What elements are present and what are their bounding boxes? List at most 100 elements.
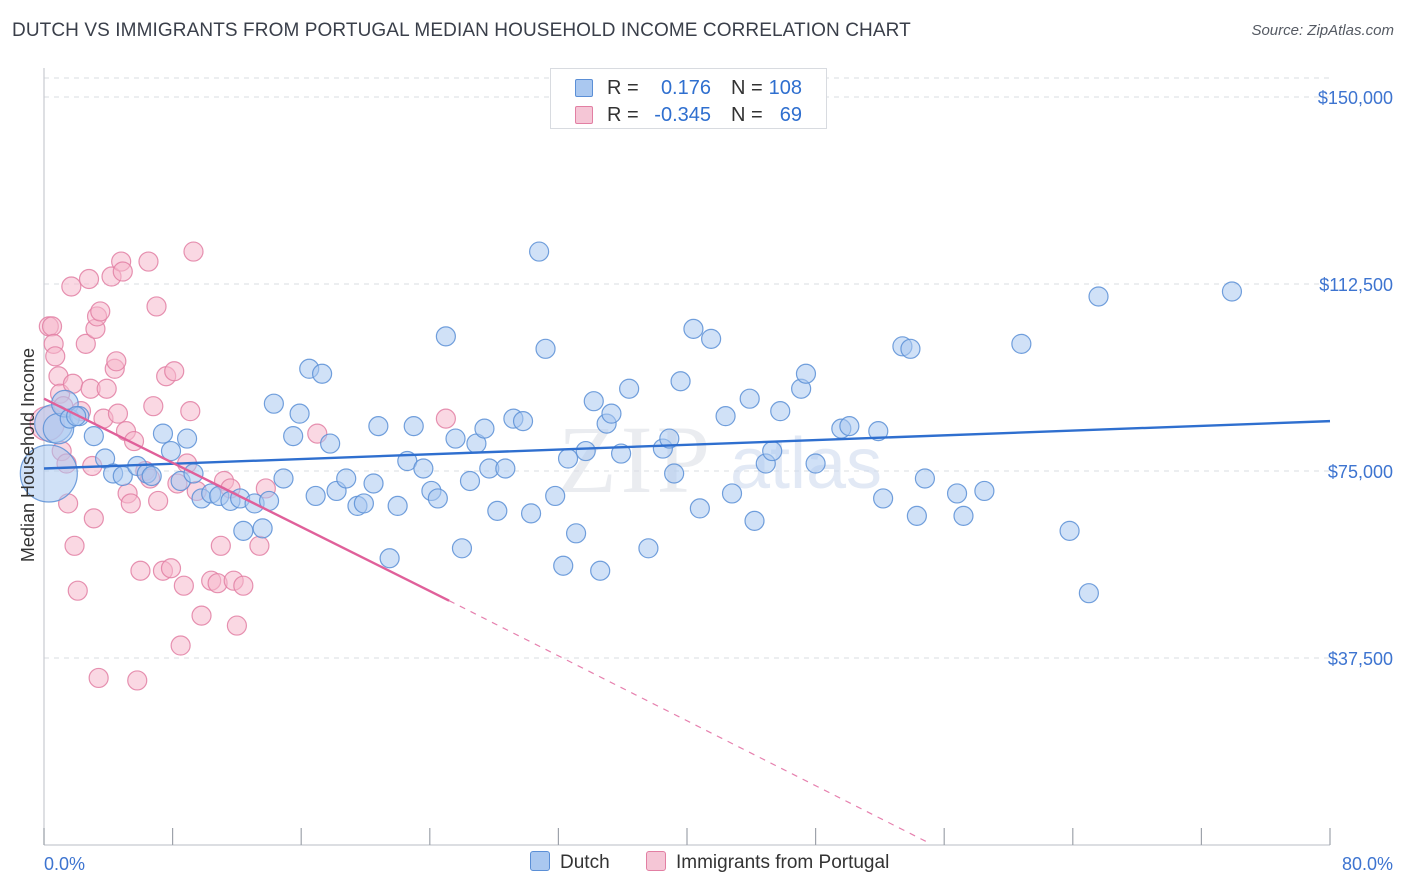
portugal-point [191,605,212,626]
dutch-point [557,448,579,469]
portugal-point [183,241,204,262]
legend-r-label: R = [607,77,639,99]
dutch-point [512,411,534,432]
dutch-point [873,488,894,509]
x-tick-label-min: 0.0% [44,854,85,874]
portugal-point [112,261,133,282]
dutch-point [664,463,685,484]
dutch-trend-line [43,419,1331,470]
dutch-point [252,518,273,539]
portugal-point [435,408,456,429]
dutch-point [459,470,481,492]
dutch-point [368,416,389,437]
legend-swatch-portugal [575,106,593,124]
dutch-point [683,318,704,339]
portugal-point [160,558,182,579]
portugal-point [138,251,159,272]
dutch-point [387,495,408,517]
y-tick-label: $150,000 [1318,88,1393,108]
dutch-point [1221,281,1243,302]
dutch-point [413,458,434,479]
dutch-point [1059,520,1080,541]
trend-lines [43,397,1331,844]
dutch-point [160,440,182,462]
y-tick-label: $75,000 [1328,462,1393,482]
dutch-point [379,548,400,569]
legend-n-label: N = [731,77,763,99]
grid-lines [44,77,1330,659]
bottom-legend-dutch-label: Dutch [560,852,610,873]
source-credit: Source: ZipAtlas.com [1251,22,1394,39]
portugal-point [41,316,63,337]
dutch-point [914,468,936,489]
portugal-point [67,580,88,601]
dutch-point [590,560,611,581]
portugal-point [210,535,231,556]
dutch-point [233,520,254,541]
legend-r-label: R = [607,104,639,126]
legend-row-portugal: R = -0.345 N = 69 [551,100,826,128]
dutch-point [1011,333,1032,354]
dutch-point [435,326,456,347]
legend-swatch-dutch [575,79,593,97]
portugal-point [90,301,111,322]
portugal-point [130,560,151,581]
dutch-point [601,403,622,424]
bottom-legend-portugal: Immigrants from Portugal [646,851,889,877]
dutch-point [946,483,968,504]
dutch-point [289,403,310,424]
dutch-point [320,433,341,454]
dutch-point [900,338,921,359]
chart-title: DUTCH VS IMMIGRANTS FROM PORTUGAL MEDIAN… [12,20,911,41]
portugal-point [78,268,100,290]
legend-n-value: 108 [768,77,802,99]
legend-n-value: 69 [779,104,802,126]
dutch-point [487,500,508,521]
portugal-point [127,670,148,691]
portugal-point [233,575,254,596]
dutch-point [520,503,542,524]
portugal-trend-extension [448,600,929,844]
bottom-swatch-dutch [530,851,550,871]
dutch-point [336,468,357,489]
portugal-trend-line [43,397,450,602]
portugal-point [180,401,201,422]
dutch-point [535,338,556,359]
portugal-point [173,575,194,596]
portugal-point [143,396,164,417]
dutch-points [19,241,1243,604]
dutch-point [689,498,710,519]
y-axis-label: Median Household Income [18,348,38,562]
portugal-point [61,276,82,297]
legend-row-dutch: R = 0.176 N = 108 [551,73,826,101]
dutch-point [565,523,587,544]
dutch-point [66,406,87,427]
portugal-point [106,351,127,372]
portugal-point [146,296,167,317]
portugal-point [96,378,117,399]
dutch-point [795,363,817,384]
dutch-point [283,425,304,447]
dutch-point [805,453,826,474]
portugal-point [249,535,270,556]
dutch-point [363,473,384,494]
dutch-point [305,485,326,507]
dutch-point [445,428,466,449]
dutch-point [141,465,162,487]
legend-n-label: N = [731,104,763,126]
dutch-point [176,428,198,449]
legend-r-value: 0.176 [660,77,711,99]
portugal-point [83,508,104,529]
dutch-point [670,371,691,392]
dutch-point [83,425,104,447]
legend-r-value: -0.345 [654,104,711,126]
dutch-point [762,440,783,462]
bottom-legend-portugal-label: Immigrants from Portugal [676,852,890,873]
y-tick-label: $37,500 [1328,649,1393,669]
portugal-point [148,490,169,512]
dutch-point [953,505,974,526]
portugal-point [75,333,96,354]
correlation-legend: R = 0.176 N = 108 R = -0.345 N = 69 [550,68,827,129]
dutch-point [451,538,473,559]
bottom-swatch-portugal [646,851,666,871]
